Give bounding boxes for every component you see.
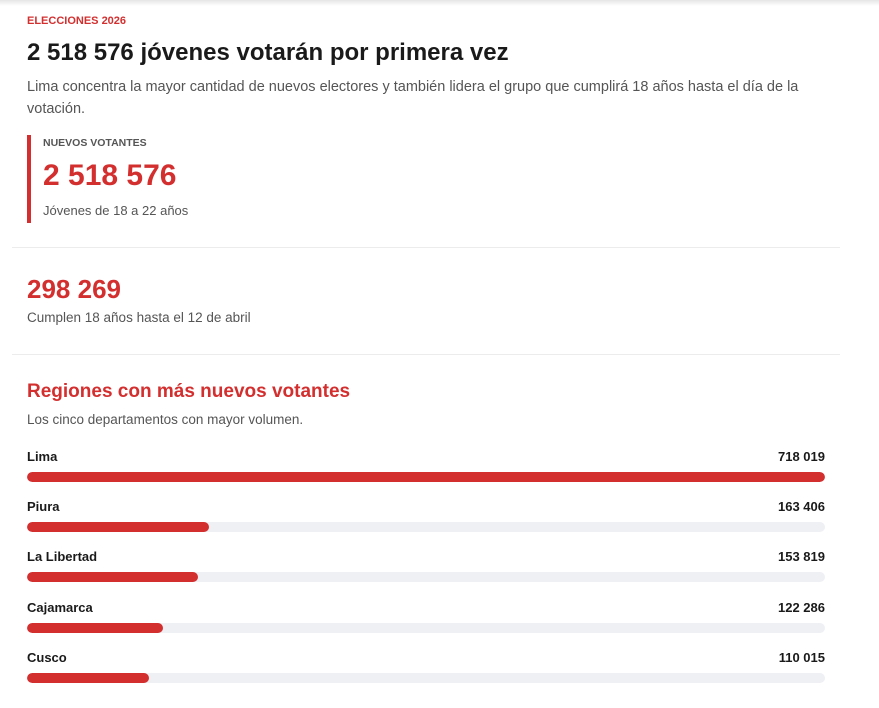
- bar: [27, 572, 198, 582]
- bar-label: Piura: [27, 499, 60, 514]
- bar-row: La Libertad 153 819: [27, 549, 825, 589]
- bar-track: [27, 673, 825, 683]
- new-voters-highlight: NUEVOS VOTANTES 2 518 576 Jóvenes de 18 …: [27, 135, 327, 223]
- dek-paragraph: Lima concentra la mayor cantidad de nuev…: [27, 79, 799, 117]
- bar-value-label: 122 286: [778, 600, 825, 615]
- highlight-label: NUEVOS VOTANTES: [43, 137, 147, 149]
- stat-caption: Cumplen 18 años hasta el 12 de abril: [27, 310, 251, 325]
- bar-value-label: 110 015: [778, 650, 825, 665]
- bar-track: [27, 572, 825, 582]
- bar: [27, 673, 150, 683]
- chart-title: Regiones con más nuevos votantes: [27, 381, 351, 402]
- bar-value-label: 153 819: [778, 549, 825, 564]
- bar-label: La Libertad: [27, 549, 98, 564]
- bar-row: Piura 163 406: [27, 499, 825, 539]
- bar-label: Cajamarca: [27, 600, 93, 615]
- stat-value: 298 269: [27, 274, 121, 304]
- bar: [27, 522, 209, 532]
- bar-track: [27, 623, 825, 633]
- bar-value-label: 163 406: [778, 499, 825, 514]
- bar-label: Lima: [27, 449, 58, 464]
- top-shadow: [0, 0, 879, 6]
- headline: 2 518 576 jóvenes votarán por primera ve…: [27, 39, 509, 66]
- bar-track: [27, 472, 825, 482]
- divider: [12, 354, 840, 355]
- highlight-value: 2 518 576: [43, 159, 177, 192]
- highlight-caption: Jóvenes de 18 a 22 años: [43, 203, 189, 218]
- bar-value-label: 718 019: [778, 449, 825, 464]
- bar: [27, 472, 825, 482]
- bar-row: Cusco 110 015: [27, 650, 825, 690]
- bar-row: Cajamarca 122 286: [27, 600, 825, 640]
- bar-track: [27, 522, 825, 532]
- divider: [12, 247, 840, 248]
- bar-label: Cusco: [27, 650, 67, 665]
- bar-row: Lima 718 019: [27, 449, 825, 489]
- bar: [27, 623, 163, 633]
- section-kicker: ELECCIONES 2026: [27, 15, 127, 27]
- chart-subtitle: Los cinco departamentos con mayor volume…: [27, 412, 304, 427]
